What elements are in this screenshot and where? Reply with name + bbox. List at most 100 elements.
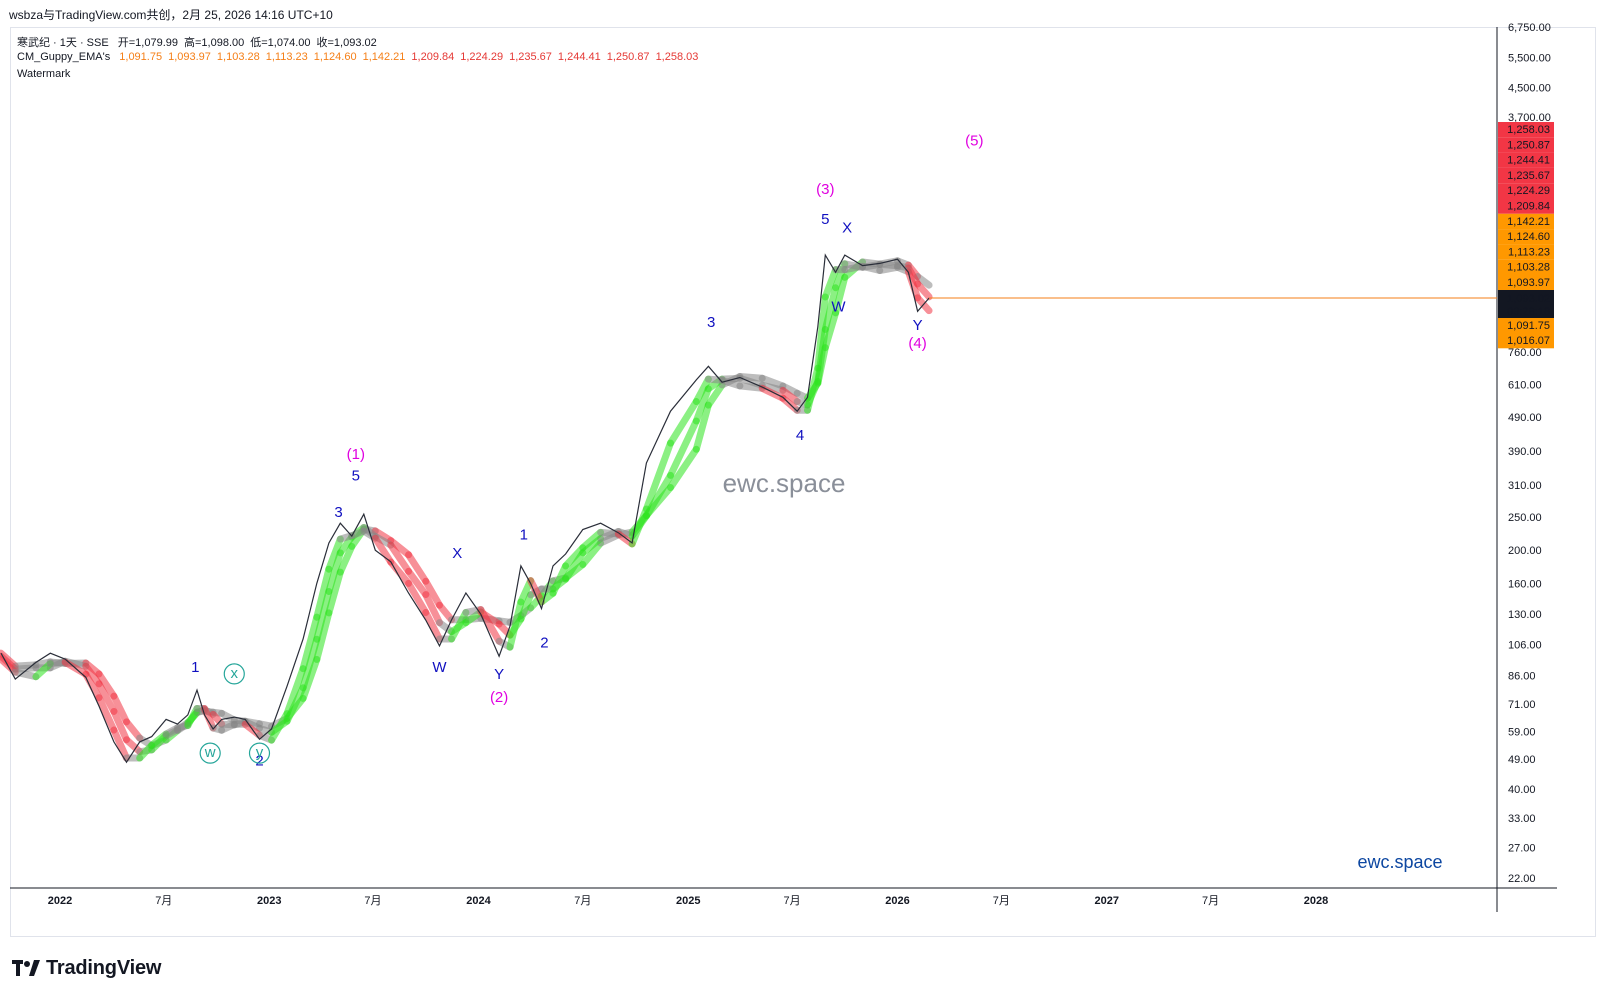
y-tick-label: 490.00 [1508, 412, 1542, 424]
wave-circle-marker [248, 742, 271, 764]
tradingview-brand[interactable]: TradingView [12, 957, 161, 979]
indicator-value: 1,091.75 [119, 51, 163, 63]
ema-ribbon-segment [95, 680, 118, 715]
ema-ribbon-segment [299, 655, 321, 702]
ema-ribbon-segment [736, 382, 766, 392]
y-tick-label: 49.00 [1508, 754, 1536, 766]
x-tick-label: 7月 [574, 895, 591, 907]
ema-ribbon-segment [506, 598, 525, 651]
ohlc-item: 低=1,074.00 [250, 37, 311, 49]
price-label-box [1498, 152, 1554, 168]
chart-pane[interactable] [10, 27, 1596, 937]
ema-ribbon-segment [325, 535, 344, 573]
ema-ribbon-segment [110, 692, 130, 726]
wave-label: 4 [796, 427, 804, 444]
x-tick-label: 7月 [155, 895, 172, 907]
ema-ribbon-segment [283, 665, 307, 718]
x-tick-label: 2024 [466, 895, 491, 907]
price-label-text: 1,209.84 [1507, 201, 1550, 213]
ema-ribbon-segment [579, 539, 605, 568]
wave-circle-label: x [231, 665, 239, 682]
ema-ribbon-segment [579, 535, 605, 557]
ema-ribbon-segment [336, 542, 356, 576]
indicator-value: 1,258.03 [655, 51, 699, 63]
wave-label: 3 [334, 504, 342, 521]
ema-ribbon-segment [299, 613, 321, 673]
ohlc-item: 开=1,079.99 [117, 37, 178, 49]
wave-label: (2) [490, 689, 508, 706]
y-tick-label: 6,750.00 [1508, 22, 1551, 34]
symbol-legend[interactable]: 寒武纪 · 1天 · SSE 开=1,079.99 高=1,098.00 低=1,0… [17, 34, 389, 50]
x-tick-label: 2026 [885, 895, 909, 907]
ema-ribbon-segment [268, 710, 291, 744]
ema-ribbon-segment [313, 565, 333, 621]
indicator-value: 1,113.23 [265, 51, 308, 63]
ema-ribbon-segment [313, 587, 333, 643]
ema-ribbon-segment [387, 537, 413, 559]
symbol-name[interactable]: 寒武纪 · 1天 · SSE [17, 37, 109, 49]
ema-ribbon-segment [692, 385, 712, 425]
ema-ribbon-segment [387, 558, 413, 587]
y-tick-label: 40.00 [1508, 784, 1536, 796]
price-label-text: 1,103.28 [1507, 262, 1550, 274]
x-tick-label: 2028 [1304, 895, 1328, 907]
page-title: wsbza与TradingView.com共创，2月 25, 2026 14:1… [9, 8, 333, 22]
price-label-box [1498, 318, 1554, 334]
ema-ribbon-segment [821, 284, 840, 333]
ema-ribbon-segment [642, 439, 675, 513]
indicator-legend[interactable]: CM_Guppy_EMA's 1,091.75 1,093.97 1,103.28 1… [17, 51, 710, 63]
wave-circle-label: y [256, 744, 264, 761]
ema-ribbon-segment [325, 549, 344, 595]
corner-watermark: ewc.space [1357, 852, 1442, 872]
indicator-value: 1,244.41 [557, 51, 601, 63]
wave-label: W [432, 659, 447, 676]
ema-ribbon-segment [82, 670, 103, 702]
ema-ribbon-segment [82, 662, 103, 688]
wave-label: (5) [965, 133, 983, 150]
indicator-name[interactable]: CM_Guppy_EMA's [17, 51, 111, 63]
y-tick-label: 160.00 [1508, 578, 1542, 590]
ema-ribbon-segment [667, 445, 700, 491]
current-price-box [1498, 290, 1554, 318]
x-tick-label: 7月 [993, 895, 1010, 907]
y-tick-label: 250.00 [1508, 512, 1542, 524]
y-tick-label: 610.00 [1508, 380, 1542, 392]
y-tick-label: 310.00 [1508, 480, 1542, 492]
y-tick-label: 27.00 [1508, 843, 1536, 855]
price-label-text: 1,124.60 [1507, 231, 1550, 243]
ema-ribbon-segment [371, 534, 395, 566]
watermark-legend[interactable]: Watermark [17, 68, 76, 80]
x-tick-label: 2023 [257, 895, 281, 907]
ohlc-values: 开=1,079.99 高=1,098.00 低=1,074.00 收=1,093.02 [118, 37, 383, 49]
ema-ribbon-segment [405, 579, 430, 616]
y-tick-label: 106.00 [1508, 640, 1542, 652]
ema-ribbon-segment [562, 544, 587, 570]
ema-ribbon-segment [562, 549, 587, 583]
y-tick-label: 390.00 [1508, 446, 1542, 458]
wave-label: Y [913, 317, 923, 334]
price-label-text: 1,258.03 [1507, 124, 1550, 136]
ema-ribbon-segment [325, 568, 344, 617]
watermark-indicator-name[interactable]: Watermark [17, 68, 71, 80]
wave-circle-marker [223, 663, 245, 685]
ema-ribbon-segment [821, 266, 840, 301]
indicator-value: 1,124.60 [313, 51, 357, 63]
wave-label: W [831, 298, 846, 315]
ema-ribbon-segment [95, 694, 118, 734]
wave-label: 2 [540, 634, 548, 651]
ema-ribbon-segment [405, 551, 430, 585]
price-label-box [1498, 259, 1554, 275]
price-label-text: 1,244.41 [1507, 155, 1550, 167]
ema-ribbon-segment [422, 591, 443, 627]
wave-label: (3) [816, 181, 834, 198]
ema-ribbon-segment [95, 670, 118, 700]
price-label-text: 1,093.97 [1507, 277, 1550, 289]
center-watermark: ewc.space [723, 468, 846, 498]
ema-ribbon-segment [579, 528, 605, 552]
indicator-value: 1,235.67 [509, 51, 552, 63]
ema-ribbon-segment [387, 541, 413, 575]
indicator-value: 1,142.21 [362, 51, 406, 63]
x-tick-label: 7月 [364, 895, 381, 907]
ema-ribbon-segment [758, 374, 787, 390]
